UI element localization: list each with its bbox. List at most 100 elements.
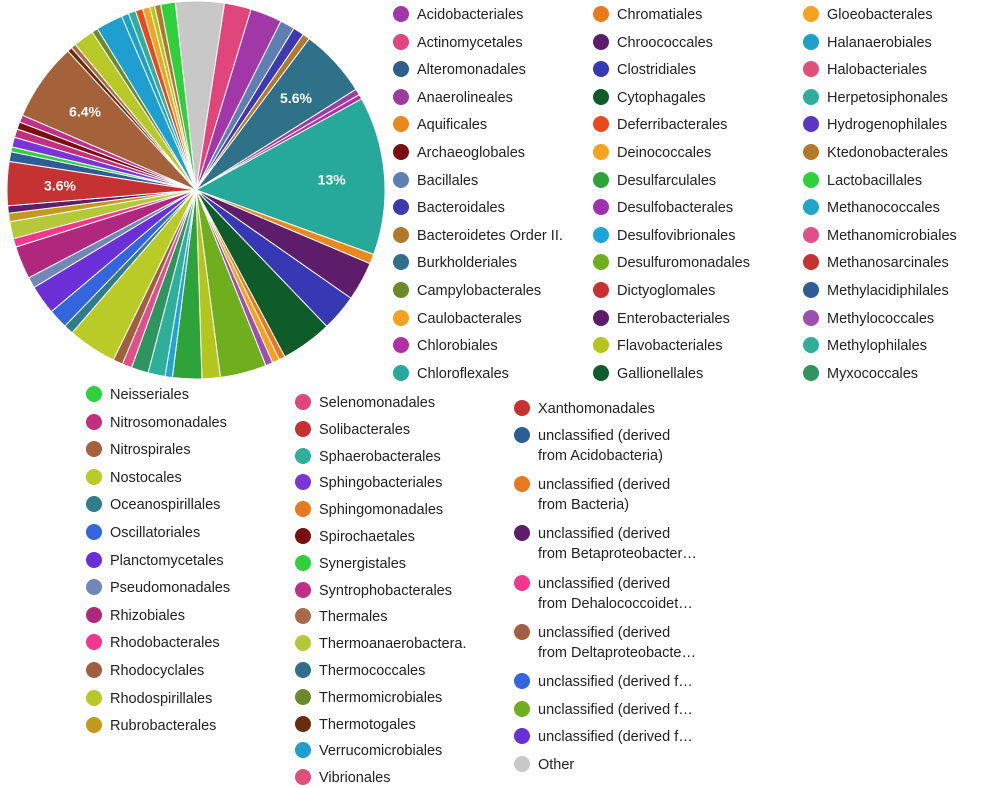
legend-item[interactable]: Anaerolineales — [393, 88, 513, 108]
legend-swatch — [514, 574, 530, 591]
legend-item[interactable]: Clostridiales — [593, 60, 696, 80]
legend-item[interactable]: Bacteroidetes Order II. — [393, 226, 563, 246]
legend-item[interactable]: Actinomycetales — [393, 33, 523, 53]
legend-item[interactable]: Other — [514, 755, 574, 775]
legend-item[interactable]: Herpetosiphonales — [803, 88, 948, 108]
pie-slice[interactable] — [159, 1, 197, 191]
legend-item[interactable]: Deferribacterales — [593, 115, 727, 135]
legend-item[interactable]: Neisseriales — [86, 385, 189, 405]
legend-item[interactable]: Chromatiales — [593, 5, 702, 25]
legend-item[interactable]: Acidobacteriales — [393, 5, 523, 25]
legend-label: Lactobacillales — [827, 172, 923, 189]
legend-item[interactable]: Oscillatoriales — [86, 523, 200, 543]
legend-item[interactable]: Synergistales — [295, 554, 406, 574]
legend-item[interactable]: Hydrogenophilales — [803, 115, 947, 135]
legend-item[interactable]: Lactobacillales — [803, 171, 922, 191]
legend-label: Campylobacterales — [417, 283, 542, 299]
legend-item[interactable]: Enterobacteriales — [593, 309, 730, 329]
legend-item[interactable]: Sphingomonadales — [295, 500, 443, 520]
legend-swatch — [514, 728, 530, 745]
legend-item[interactable]: Thermococcales — [295, 661, 425, 681]
legend-item[interactable]: Oceanospirillales — [86, 495, 220, 515]
legend-item[interactable]: Chroococcales — [593, 33, 713, 53]
legend-item[interactable]: Rhodospirillales — [86, 689, 212, 709]
legend-item[interactable]: Archaeoglobales — [393, 143, 525, 163]
legend-item[interactable]: Bacillales — [393, 171, 478, 191]
legend-item[interactable]: Desulfovibrionales — [593, 226, 735, 246]
legend-item[interactable]: unclassified (derived f… — [514, 700, 693, 720]
legend-item[interactable]: Flavobacteriales — [593, 336, 723, 356]
legend-item[interactable]: Spirochaetales — [295, 527, 415, 547]
legend-item[interactable]: Halobacteriales — [803, 60, 927, 80]
legend-item[interactable]: Rubrobacterales — [86, 716, 216, 736]
legend-item[interactable]: Desulfobacterales — [593, 198, 733, 218]
legend-item[interactable]: Rhizobiales — [86, 606, 185, 626]
legend-item[interactable]: Gallionellales — [593, 364, 703, 384]
legend-item[interactable]: Methanosarcinales — [803, 253, 949, 273]
legend-item[interactable]: Burkholderiales — [393, 253, 517, 273]
legend-item[interactable]: unclassified (derived f… — [514, 672, 693, 692]
legend-item[interactable]: Verrucomicrobiales — [295, 741, 442, 761]
legend-item[interactable]: Methanomicrobiales — [803, 226, 957, 246]
legend-swatch — [295, 581, 311, 598]
legend-item[interactable]: Selenomonadales — [295, 393, 435, 413]
legend-item[interactable]: Syntrophobacterales — [295, 581, 452, 601]
legend-item[interactable]: Aquificales — [393, 115, 487, 135]
legend-item[interactable]: Rhodobacterales — [86, 633, 220, 653]
legend-item[interactable]: Deinococcales — [593, 143, 711, 163]
legend-swatch — [593, 6, 609, 22]
legend-item[interactable]: Thermomicrobiales — [295, 688, 442, 708]
legend-item[interactable]: unclassified (derived f… — [514, 727, 693, 747]
legend-item[interactable]: Bacteroidales — [393, 198, 505, 218]
legend-label: Synergistales — [319, 555, 407, 572]
legend-item[interactable]: unclassified (derived from Deltaproteoba… — [514, 623, 696, 663]
legend-label: Thermoanaerobactera. — [319, 636, 467, 653]
legend-item[interactable]: Cytophagales — [593, 88, 706, 108]
legend-swatch — [393, 116, 409, 133]
legend-item[interactable]: unclassified (derived from Betaproteobac… — [514, 524, 697, 564]
legend-item[interactable]: Chloroflexales — [393, 364, 509, 384]
legend-item[interactable]: Desulfuromonadales — [593, 253, 750, 273]
legend-item[interactable]: Chlorobiales — [393, 336, 498, 356]
legend-label: Vibrionales — [319, 770, 391, 787]
legend-item[interactable]: Gloeobacterales — [803, 5, 933, 25]
legend-item[interactable]: Ktedonobacterales — [803, 143, 948, 163]
legend-swatch — [393, 33, 409, 50]
legend-item[interactable]: Desulfarculales — [593, 171, 716, 191]
legend-item[interactable]: Rhodocyclales — [86, 661, 204, 681]
legend-label: Hydrogenophilales — [827, 117, 948, 134]
legend-item[interactable]: unclassified (derived from Acidobacteria… — [514, 426, 670, 466]
legend-item[interactable]: Pseudomonadales — [86, 578, 230, 598]
legend-item[interactable]: Thermotogales — [295, 715, 416, 735]
legend-item[interactable]: Xanthomonadales — [514, 399, 655, 419]
legend-item[interactable]: Sphingobacteriales — [295, 473, 442, 493]
legend-item[interactable]: Methylacidiphilales — [803, 281, 949, 301]
legend-item[interactable]: Nostocales — [86, 468, 182, 488]
slice-percent-label: 3.6% — [44, 177, 76, 193]
legend-item[interactable]: Nitrospirales — [86, 440, 191, 460]
legend-item[interactable]: Caulobacterales — [393, 309, 522, 329]
legend-item[interactable]: Thermales — [295, 607, 388, 627]
legend-item[interactable]: Methylophilales — [803, 336, 927, 356]
legend-item[interactable]: Campylobacterales — [393, 281, 541, 301]
legend-item[interactable]: Myxococcales — [803, 364, 918, 384]
legend-item[interactable]: Methylococcales — [803, 309, 934, 329]
legend-item[interactable]: unclassified (derived from Bacteria) — [514, 475, 670, 515]
legend-item[interactable]: Halanaerobiales — [803, 33, 932, 53]
legend-item[interactable]: Sphaerobacterales — [295, 447, 441, 467]
legend-item[interactable]: Vibrionales — [295, 768, 390, 788]
legend-item[interactable]: Solibacterales — [295, 420, 410, 440]
legend-item[interactable]: Nitrosomonadales — [86, 413, 227, 433]
legend-item[interactable]: Planctomycetales — [86, 551, 224, 571]
legend-swatch — [86, 551, 102, 568]
legend-swatch — [393, 226, 409, 243]
legend-item[interactable]: Methanococcales — [803, 198, 940, 218]
pie-slice[interactable] — [194, 98, 386, 256]
legend-item[interactable]: Alteromonadales — [393, 60, 526, 80]
legend-label: Thermococcales — [319, 663, 426, 679]
legend-item[interactable]: unclassified (derived from Dehalococcoid… — [514, 574, 693, 614]
legend-label: Deinococcales — [617, 145, 712, 161]
legend-item[interactable]: Dictyoglomales — [593, 281, 715, 301]
legend-swatch — [86, 606, 102, 623]
legend-item[interactable]: Thermoanaerobactera. — [295, 634, 467, 654]
